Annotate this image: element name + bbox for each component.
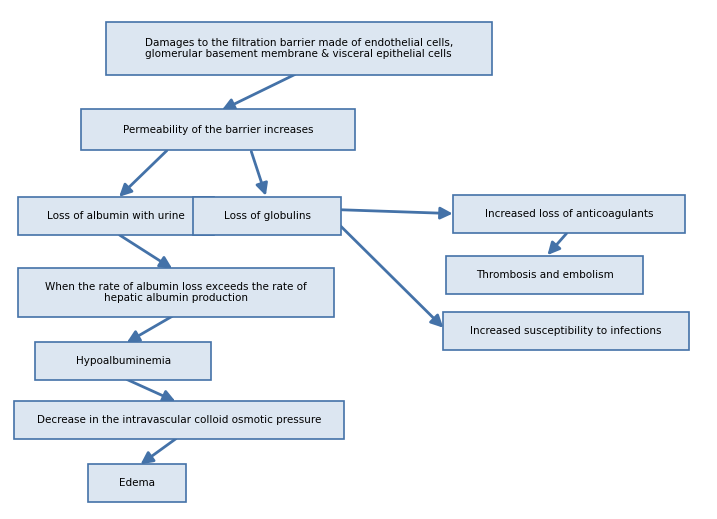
FancyBboxPatch shape bbox=[18, 268, 334, 317]
FancyBboxPatch shape bbox=[443, 311, 689, 350]
Text: Permeability of the barrier increases: Permeability of the barrier increases bbox=[123, 125, 313, 135]
Text: Edema: Edema bbox=[119, 479, 155, 488]
Text: Increased loss of anticoagulants: Increased loss of anticoagulants bbox=[485, 209, 654, 218]
FancyBboxPatch shape bbox=[14, 401, 344, 439]
FancyBboxPatch shape bbox=[88, 464, 186, 502]
Text: Damages to the filtration barrier made of endothelial cells,
glomerular basement: Damages to the filtration barrier made o… bbox=[145, 37, 453, 59]
Text: Decrease in the intravascular colloid osmotic pressure: Decrease in the intravascular colloid os… bbox=[37, 415, 321, 425]
FancyBboxPatch shape bbox=[81, 110, 355, 150]
Text: When the rate of albumin loss exceeds the rate of
hepatic albumin production: When the rate of albumin loss exceeds th… bbox=[45, 282, 307, 304]
Text: Loss of albumin with urine: Loss of albumin with urine bbox=[47, 211, 185, 221]
FancyBboxPatch shape bbox=[105, 22, 492, 75]
Text: Increased susceptibility to infections: Increased susceptibility to infections bbox=[470, 326, 662, 336]
FancyBboxPatch shape bbox=[194, 197, 341, 235]
FancyBboxPatch shape bbox=[35, 342, 211, 380]
FancyBboxPatch shape bbox=[446, 256, 643, 294]
FancyBboxPatch shape bbox=[453, 195, 685, 233]
Text: Loss of globulins: Loss of globulins bbox=[224, 211, 310, 221]
Text: Hypoalbuminemia: Hypoalbuminemia bbox=[75, 356, 171, 366]
FancyBboxPatch shape bbox=[18, 197, 214, 235]
Text: Thrombosis and embolism: Thrombosis and embolism bbox=[476, 270, 614, 280]
